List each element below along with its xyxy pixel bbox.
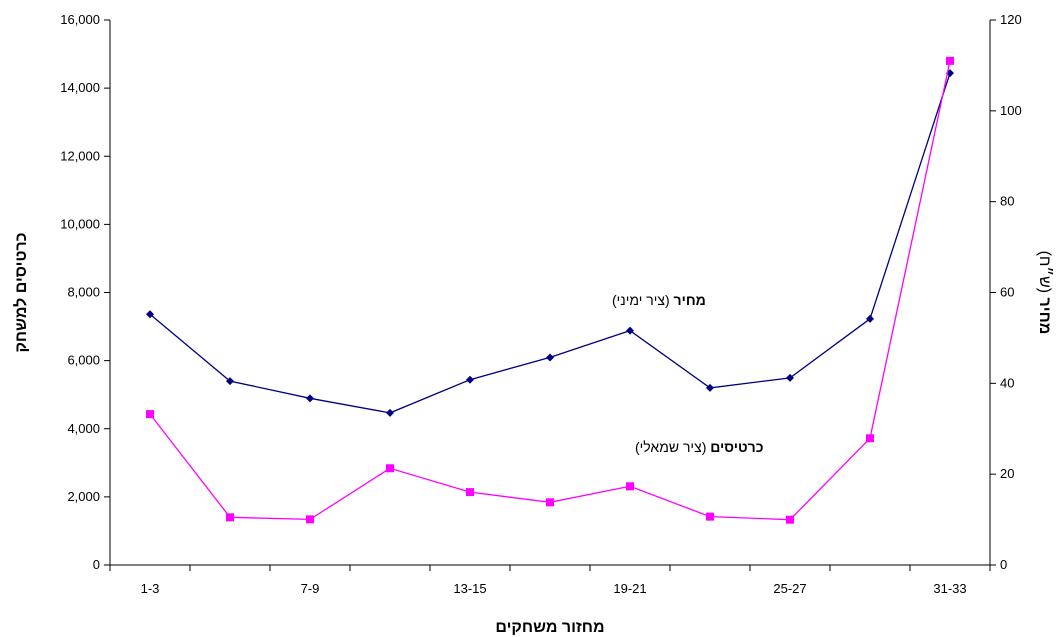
x-tick-label: 31-33 [933,581,966,596]
data-point-price [226,377,234,386]
annotation-price: מחיר (ציר ימיני) [612,292,706,308]
left-y-tick-label: 6,000 [67,353,100,368]
data-point-price [866,314,874,323]
data-point-price [306,394,314,403]
left-y-tick-label: 16,000 [60,12,100,27]
data-point-price [706,383,714,392]
data-point-tickets [386,464,394,473]
data-point-price [466,375,474,384]
right-y-tick-label: 80 [1000,194,1014,209]
left-y-tick-label: 2,000 [67,489,100,504]
left-y-axis-title: כרטיסים למשחק [12,232,30,352]
right-y-axis-title: מחיר (ש״ח) [1036,251,1053,335]
data-point-price [146,310,154,319]
data-point-tickets [626,482,634,491]
data-point-price [626,326,634,335]
data-point-tickets [306,515,314,524]
right-y-tick-label: 100 [1000,103,1022,118]
data-point-tickets [786,515,794,524]
data-point-tickets [946,56,954,65]
data-point-price [546,353,554,362]
annotation-price-bold: מחיר [674,292,706,308]
x-tick-label: 25-27 [773,581,806,596]
right-y-tick-label: 0 [1000,557,1007,572]
right-y-tick-label: 60 [1000,285,1014,300]
annotation-price-rest: (ציר ימיני) [612,292,674,308]
right-y-tick-label: 120 [1000,12,1022,27]
right-y-tick-label: 40 [1000,375,1014,390]
annotation-tickets-bold: כרטיסים [710,439,763,455]
data-point-price [386,408,394,417]
x-tick-label: 13-15 [453,581,486,596]
data-point-tickets [146,410,154,419]
data-point-tickets [546,498,554,507]
x-tick-label: 1-3 [141,581,160,596]
series-line-tickets [149,60,951,521]
data-point-tickets [226,513,234,522]
right-y-axis-title-bold: מחיר [1036,298,1053,335]
left-y-tick-label: 4,000 [67,421,100,436]
annotation-tickets-rest: (ציר שמאלי) [635,439,710,455]
x-tick-label: 7-9 [301,581,320,596]
data-point-price [786,373,794,382]
x-axis-title: מחזור משחקים [495,619,604,636]
left-y-tick-label: 0 [93,557,100,572]
left-y-tick-label: 10,000 [60,216,100,231]
data-point-tickets [466,488,474,497]
left-y-tick-label: 12,000 [60,148,100,163]
left-y-tick-label: 8,000 [67,285,100,300]
data-point-tickets [866,434,874,443]
data-point-tickets [706,512,714,521]
right-y-axis-title-rest: (ש״ח) [1036,251,1053,298]
annotation-tickets: כרטיסים (ציר שמאלי) [635,439,763,455]
left-y-tick-label: 14,000 [60,80,100,95]
x-tick-label: 19-21 [613,581,646,596]
series-line-price [149,72,951,414]
right-y-tick-label: 20 [1000,466,1014,481]
